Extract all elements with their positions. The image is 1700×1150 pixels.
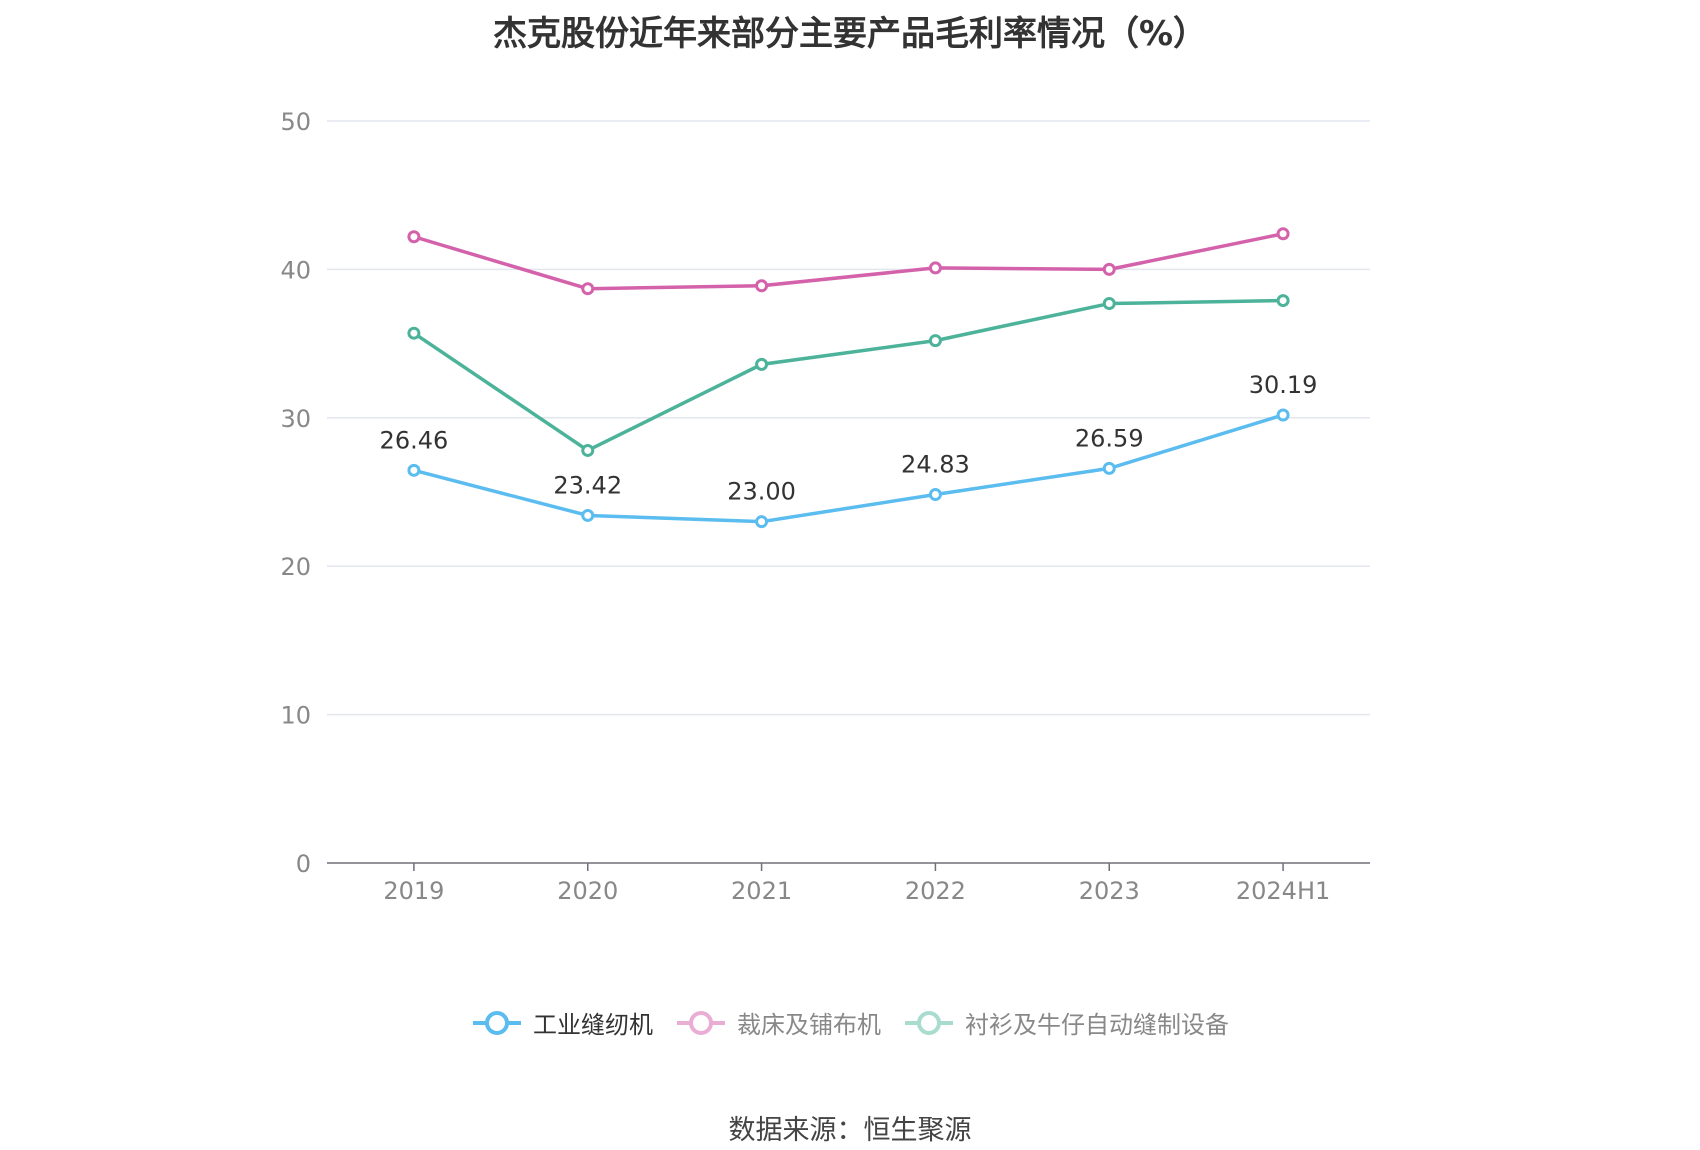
data-point [407,463,421,477]
data-point [928,488,942,502]
legend-item-industrial-sewing[interactable]: 工业缝纫机 [471,1005,653,1040]
series-line [412,298,1284,453]
legend-marker [689,1010,713,1035]
legend-label: 裁床及铺布机 [737,1011,881,1039]
data-point [407,326,421,340]
data-point [1276,408,1290,422]
y-tick-label: 40 [280,256,311,284]
y-tick-label: 20 [280,553,311,581]
legend-swatch-icon [905,1010,953,1035]
data-point [581,282,595,296]
line-chart: 0 10 20 30 40 50 2019 2020 2021 2022 2023 2024H1 26.… [280,108,1370,905]
data-label: 26.59 [1075,424,1144,452]
chart-title: 杰克股份近年来部分主要产品毛利率情况（%） [492,14,1208,54]
x-tick-label: 2022 [905,877,966,905]
data-point [1276,227,1290,241]
x-tick-label: 2024H1 [1236,877,1330,905]
legend-label: 工业缝纫机 [533,1011,653,1039]
data-point [581,443,595,457]
data-point [755,357,769,371]
data-point [1276,294,1290,308]
legend-marker [485,1010,509,1035]
data-point [755,279,769,293]
data-point [1102,262,1116,276]
data-source: 数据来源：恒生聚源 [728,1115,972,1146]
y-tick-label: 50 [280,108,311,136]
data-label: 23.00 [727,478,796,506]
series-line [413,413,1284,524]
x-tick-label: 2020 [557,877,618,905]
data-label: 23.42 [553,471,622,499]
series-line [413,232,1284,291]
data-point [1102,297,1116,311]
data-point [928,334,942,348]
data-point [928,261,942,275]
data-label: 24.83 [901,451,970,479]
legend: 工业缝纫机 裁床及铺布机 衬衫及牛仔自动缝制设备 [0,1005,1700,1040]
data-point [407,230,421,244]
data-label: 30.19 [1249,371,1318,399]
data-point [755,515,769,529]
y-tick-label: 0 [296,850,311,878]
y-tick-label: 10 [280,702,311,730]
legend-swatch-icon [473,1010,521,1035]
data-point [581,508,595,522]
data-point [1102,461,1116,475]
y-tick-label: 30 [280,405,311,433]
legend-item-shirt-jeans-equipment[interactable]: 衬衫及牛仔自动缝制设备 [903,1005,1229,1040]
legend-label: 衬衫及牛仔自动缝制设备 [965,1011,1229,1039]
x-tick-label: 2023 [1079,877,1140,905]
data-label: 26.46 [380,426,449,454]
legend-marker [917,1010,941,1035]
x-tick-label: 2019 [383,877,444,905]
legend-item-cutting-spreading[interactable]: 裁床及铺布机 [675,1005,881,1040]
x-tick-label: 2021 [731,877,792,905]
legend-swatch-icon [677,1010,725,1035]
